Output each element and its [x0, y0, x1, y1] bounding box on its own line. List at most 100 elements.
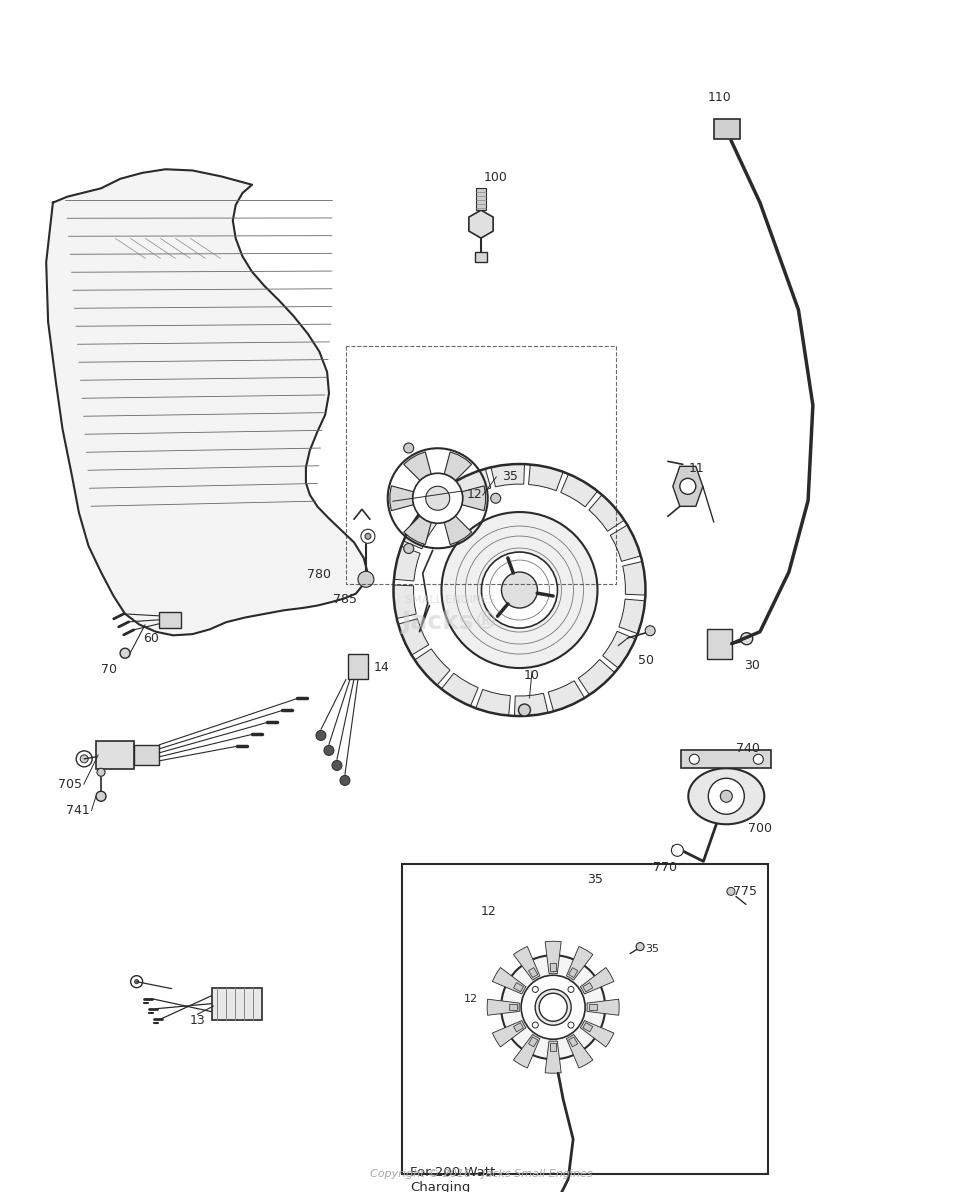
Polygon shape: [461, 486, 485, 510]
Circle shape: [364, 533, 371, 539]
Text: 60: 60: [142, 633, 159, 645]
Polygon shape: [609, 524, 640, 561]
Bar: [476, 188, 485, 210]
Bar: [568, 968, 578, 977]
Text: 30: 30: [744, 659, 759, 671]
Polygon shape: [545, 942, 560, 974]
Bar: [528, 968, 537, 977]
Circle shape: [339, 776, 350, 786]
Circle shape: [531, 987, 538, 993]
Bar: [550, 963, 555, 971]
Polygon shape: [528, 465, 562, 491]
Bar: [211, 988, 261, 1019]
Text: 780: 780: [307, 569, 331, 581]
Text: 70: 70: [101, 664, 117, 676]
Bar: [714, 119, 740, 138]
Polygon shape: [578, 659, 614, 695]
Bar: [475, 252, 486, 262]
Polygon shape: [545, 1041, 560, 1073]
Circle shape: [521, 975, 584, 1039]
Text: 13: 13: [189, 1014, 205, 1026]
Circle shape: [689, 755, 699, 764]
Circle shape: [752, 755, 762, 764]
Circle shape: [97, 769, 105, 776]
Circle shape: [531, 1022, 538, 1028]
Polygon shape: [389, 486, 413, 510]
Polygon shape: [687, 769, 764, 824]
Polygon shape: [566, 946, 592, 980]
Polygon shape: [566, 1035, 592, 1068]
Text: 100: 100: [483, 172, 506, 184]
Bar: [706, 628, 731, 659]
Text: 770: 770: [653, 862, 677, 874]
Bar: [550, 1043, 555, 1051]
Polygon shape: [414, 648, 450, 685]
Bar: [568, 1037, 578, 1047]
Text: 35: 35: [645, 944, 658, 954]
Polygon shape: [454, 468, 490, 499]
Polygon shape: [513, 946, 539, 980]
Circle shape: [96, 791, 106, 801]
Circle shape: [740, 633, 752, 645]
Polygon shape: [672, 466, 702, 507]
Bar: [159, 611, 181, 628]
Circle shape: [412, 473, 462, 523]
Text: 740: 740: [735, 743, 759, 755]
Polygon shape: [398, 619, 429, 656]
Text: 741: 741: [65, 805, 89, 817]
Text: 11: 11: [688, 462, 703, 474]
Circle shape: [635, 943, 644, 950]
Polygon shape: [394, 546, 420, 581]
Polygon shape: [444, 452, 471, 480]
Circle shape: [567, 987, 574, 993]
Polygon shape: [548, 681, 584, 712]
Polygon shape: [492, 1020, 526, 1047]
Circle shape: [679, 478, 695, 495]
Circle shape: [131, 976, 142, 988]
Polygon shape: [579, 1020, 613, 1047]
Bar: [96, 741, 135, 769]
Circle shape: [567, 1022, 574, 1028]
Circle shape: [707, 778, 744, 814]
Circle shape: [501, 572, 537, 608]
Circle shape: [404, 544, 413, 553]
Text: 700: 700: [748, 822, 772, 834]
Circle shape: [490, 493, 500, 503]
Polygon shape: [622, 561, 645, 595]
Circle shape: [720, 790, 731, 802]
Polygon shape: [468, 210, 493, 238]
Polygon shape: [514, 694, 548, 716]
Polygon shape: [393, 585, 416, 619]
Polygon shape: [490, 464, 524, 486]
Circle shape: [76, 751, 92, 766]
Circle shape: [360, 529, 375, 544]
Text: Copyright © 2016 - Jacks Small Engines: Copyright © 2016 - Jacks Small Engines: [369, 1169, 592, 1179]
Circle shape: [120, 648, 130, 658]
Circle shape: [518, 704, 530, 716]
Text: Jacks®: Jacks®: [401, 610, 499, 634]
Bar: [680, 750, 771, 769]
Polygon shape: [588, 495, 624, 532]
Polygon shape: [586, 999, 619, 1016]
Polygon shape: [46, 169, 367, 635]
Circle shape: [671, 844, 682, 856]
Bar: [582, 982, 592, 992]
Circle shape: [645, 626, 654, 635]
Polygon shape: [476, 689, 510, 715]
Polygon shape: [404, 516, 431, 545]
Polygon shape: [404, 452, 431, 480]
Text: 12: 12: [466, 489, 481, 501]
Text: 705: 705: [58, 778, 82, 790]
Text: For 200 Watt
Charging: For 200 Watt Charging: [409, 1166, 495, 1192]
Text: 35: 35: [586, 874, 602, 886]
Circle shape: [534, 989, 571, 1025]
Polygon shape: [492, 968, 526, 994]
Circle shape: [324, 745, 333, 756]
Text: 12: 12: [464, 994, 478, 1004]
Circle shape: [426, 486, 449, 510]
Text: 775: 775: [732, 886, 756, 898]
Circle shape: [357, 571, 374, 588]
Polygon shape: [560, 474, 597, 507]
Polygon shape: [444, 516, 471, 545]
Bar: [513, 1023, 523, 1032]
